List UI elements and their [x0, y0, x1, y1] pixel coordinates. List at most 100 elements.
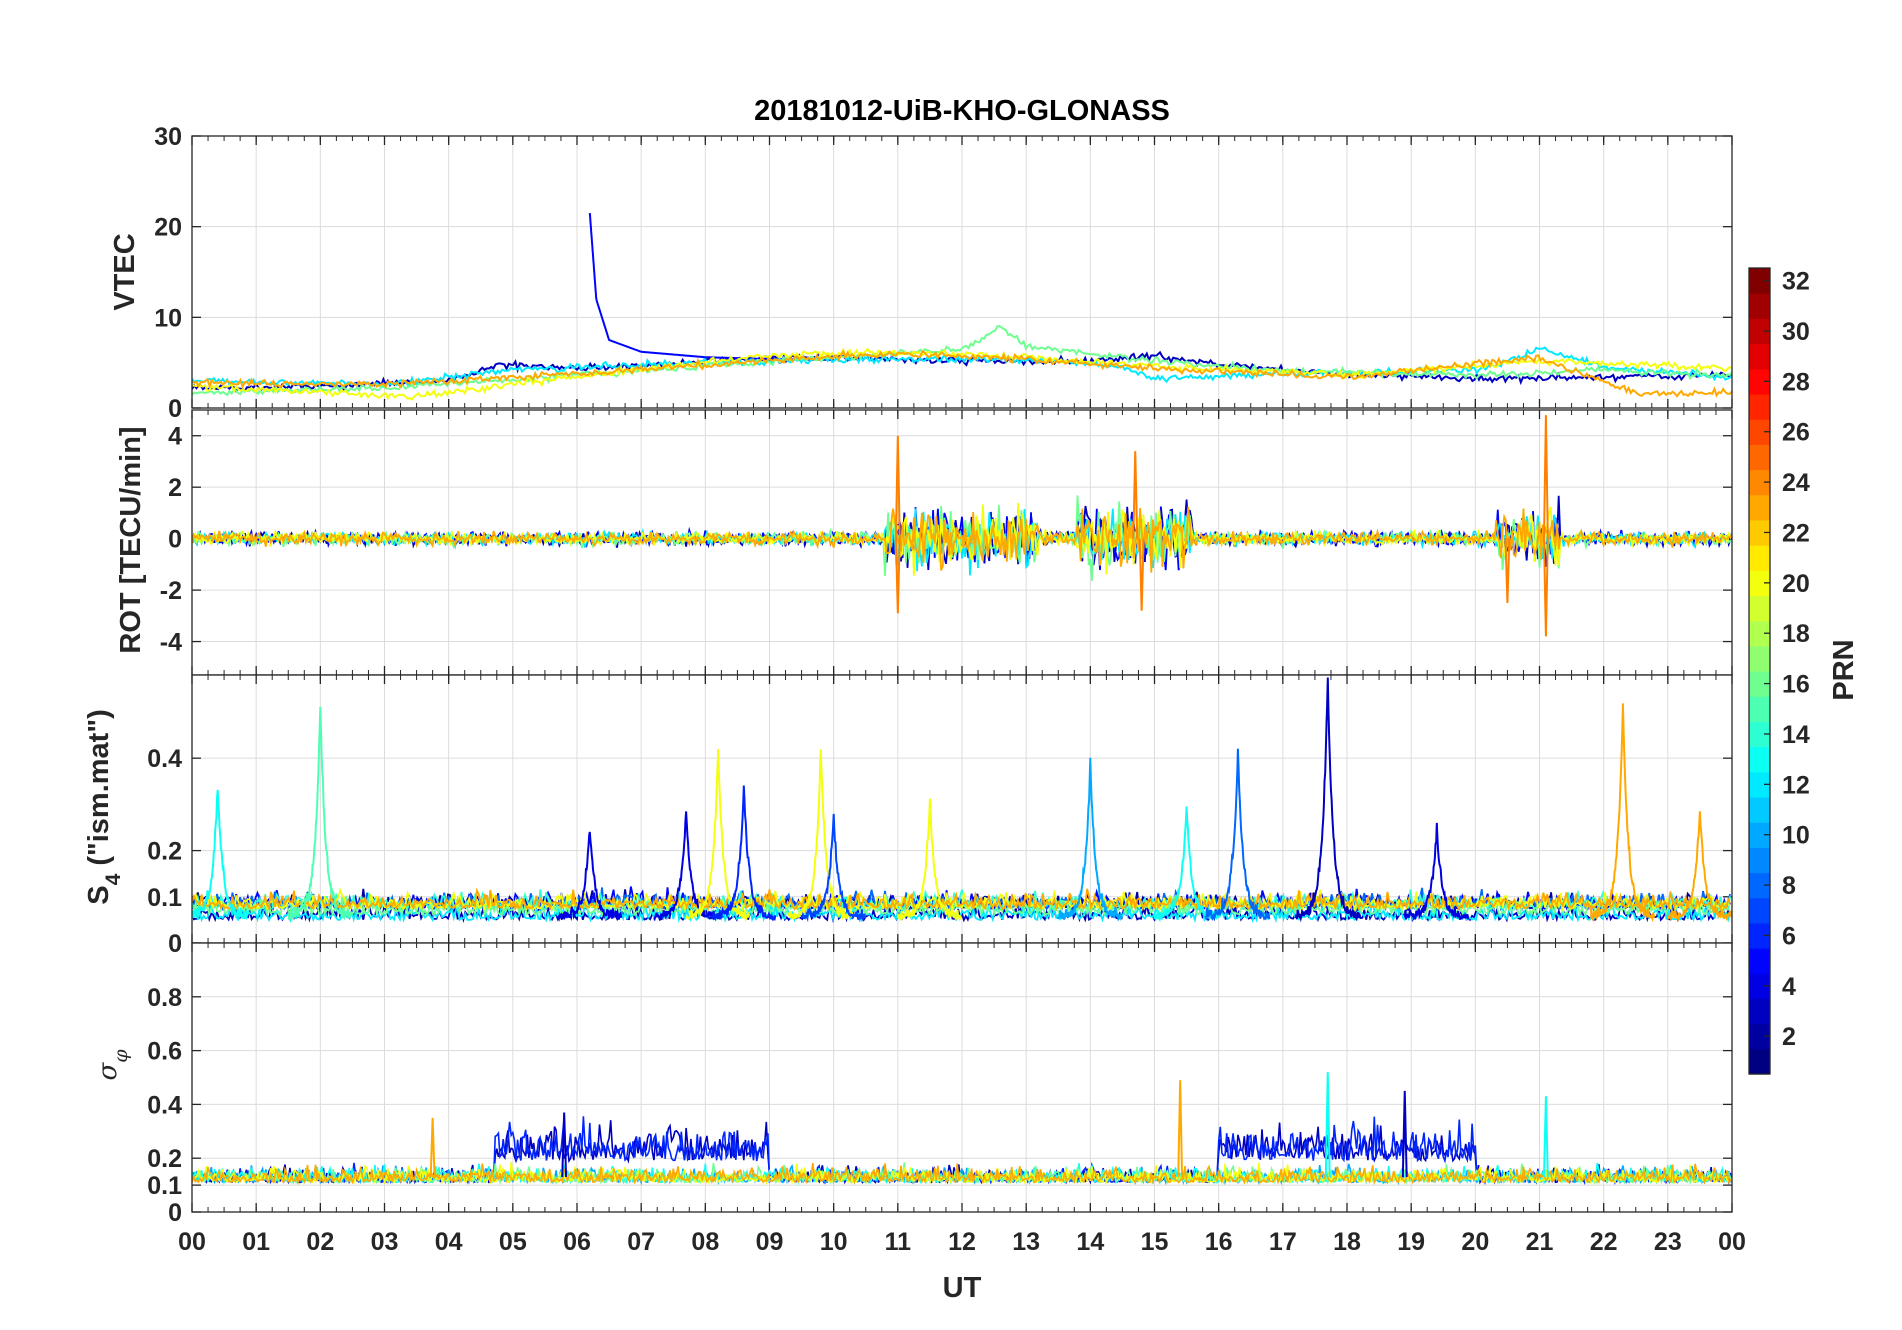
y-tick-label: 0: [168, 930, 182, 958]
s4-panel: 0 0.1 0.2 0.4: [147, 674, 1733, 958]
rot-series-line: [192, 508, 1732, 576]
x-tick-label: 21: [1526, 1228, 1554, 1256]
colorbar-tick-label: 28: [1782, 368, 1810, 396]
colorbar-swatch: [1749, 318, 1770, 345]
y-tick-label: -2: [160, 577, 182, 605]
y-tick-label: 0.1: [147, 1172, 182, 1200]
colorbar-swatch: [1749, 519, 1770, 546]
rot-extreme-spike: [894, 538, 901, 614]
x-tick-label: 08: [691, 1228, 719, 1256]
x-tick-label: 14: [1076, 1228, 1104, 1256]
s4-peak-line: [653, 811, 719, 922]
colorbar-tick-label: 30: [1782, 318, 1810, 346]
rot-series-line: [192, 506, 1732, 573]
rot-extreme-spike: [1504, 538, 1511, 603]
y-tick-label: 10: [154, 304, 182, 332]
colorbar-swatch: [1749, 620, 1770, 647]
x-tick-label: 02: [306, 1228, 334, 1256]
x-tick-label: 04: [435, 1228, 463, 1256]
colorbar-swatch: [1749, 645, 1770, 672]
x-tick-label: 00: [1718, 1228, 1746, 1256]
y-tick-label: 0: [168, 526, 182, 554]
colorbar-swatch: [1749, 469, 1770, 496]
x-tick-label: 10: [820, 1228, 848, 1256]
colorbar-tick-label: 8: [1782, 872, 1796, 900]
colorbar-tick-label: 22: [1782, 519, 1810, 547]
sigma-phi-panel: 00.10.2 0.4 0.6 0.8: [147, 942, 1733, 1227]
s4-peak-line: [1589, 703, 1656, 923]
colorbar-tick-label: 2: [1782, 1023, 1796, 1051]
x-tick-label: 18: [1333, 1228, 1361, 1256]
x-tick-label: 06: [563, 1228, 591, 1256]
s4-peak-line: [1403, 822, 1470, 921]
x-tick-label: 23: [1654, 1228, 1682, 1256]
colorbar-swatch: [1749, 746, 1770, 773]
colorbar-swatch: [1749, 545, 1770, 571]
s4-peak-line: [1666, 811, 1732, 922]
s4-peak-line: [896, 798, 962, 922]
s4-peak-line: [1205, 748, 1271, 922]
colorbar-swatch: [1749, 872, 1770, 899]
x-tick-label: 05: [499, 1228, 527, 1256]
s4-series-line: [192, 899, 1731, 924]
x-axis-ticks: 00 01 02 03 04 05 06 07 08 09 10 11 12 13 14 15 16 17 18 19…: [178, 1228, 1746, 1256]
y-tick-label: 0.2: [147, 1145, 182, 1173]
sigma-peak-spike: [1324, 1072, 1331, 1178]
data-group: [192, 415, 1732, 637]
x-tick-label: 17: [1269, 1228, 1297, 1256]
s4-ylabel-sub: 4: [102, 873, 125, 885]
x-tick-label: 11: [885, 1228, 912, 1256]
colorbar-tick-label: 32: [1782, 268, 1810, 296]
y-tick-label: 2: [168, 474, 182, 502]
colorbar-swatch: [1749, 570, 1770, 597]
sigma-peak-spike: [561, 1112, 568, 1178]
x-tick-label: 19: [1397, 1228, 1425, 1256]
rot-extreme-spike: [1132, 451, 1139, 539]
colorbar-swatch: [1749, 696, 1770, 722]
colorbar-swatch: [1749, 973, 1770, 1000]
s4-peak-line: [787, 749, 854, 921]
y-tick-label: 0.4: [147, 1091, 182, 1119]
s4-peak-line: [800, 813, 867, 923]
colorbar-swatch: [1749, 998, 1770, 1025]
colorbar-swatch: [1749, 796, 1770, 823]
colorbar-swatch: [1749, 771, 1770, 798]
y-tick-label: 0.4: [147, 745, 182, 773]
x-axis-label: UT: [943, 1272, 982, 1304]
colorbar-swatch: [1749, 494, 1770, 521]
sigma-peak-spike: [1542, 1096, 1549, 1178]
rot-extreme-spike: [1138, 538, 1145, 611]
y-tick-label: 0: [168, 1199, 182, 1227]
colorbar-tick-label: 10: [1782, 822, 1810, 850]
vtec-series-line: [192, 347, 1732, 401]
colorbar-tick-label: 26: [1782, 419, 1810, 447]
x-tick-label: 03: [371, 1228, 399, 1256]
vtec-panel: 0 10 20 30: [154, 123, 1733, 423]
y-tick-label: 4: [168, 423, 182, 451]
sigma-peak-spike: [1177, 1080, 1184, 1178]
colorbar-tick-label: 12: [1782, 771, 1810, 799]
s4-series-line: [192, 887, 1731, 912]
y-tick-label: 20: [154, 214, 182, 242]
colorbar-swatch: [1749, 419, 1770, 445]
colorbar-swatch: [1749, 1048, 1770, 1075]
s4-peak-line: [557, 831, 623, 922]
colorbar-swatch: [1749, 847, 1770, 874]
colorbar-swatch: [1749, 1023, 1770, 1050]
sigma-peak-spike: [1401, 1090, 1408, 1178]
colorbar-swatch: [1749, 948, 1770, 974]
s4-peak-line: [710, 785, 777, 922]
vtec-ylabel: VTEC: [109, 233, 141, 310]
colorbar-swatch: [1749, 343, 1770, 370]
sigma-phi-ylabel-main: σ: [93, 1062, 123, 1081]
data-group: [192, 213, 1732, 401]
y-tick-label: 0.1: [147, 884, 182, 912]
panel-frame: [191, 942, 1733, 1213]
y-tick-label: -4: [160, 629, 182, 657]
panel-frame: [191, 135, 1733, 409]
s4-peak-line: [287, 706, 353, 923]
colorbar-swatch: [1749, 671, 1770, 697]
x-tick-label: 07: [627, 1228, 655, 1256]
rot-extreme-spike: [1542, 415, 1549, 539]
colorbar-swatch: [1749, 897, 1770, 924]
